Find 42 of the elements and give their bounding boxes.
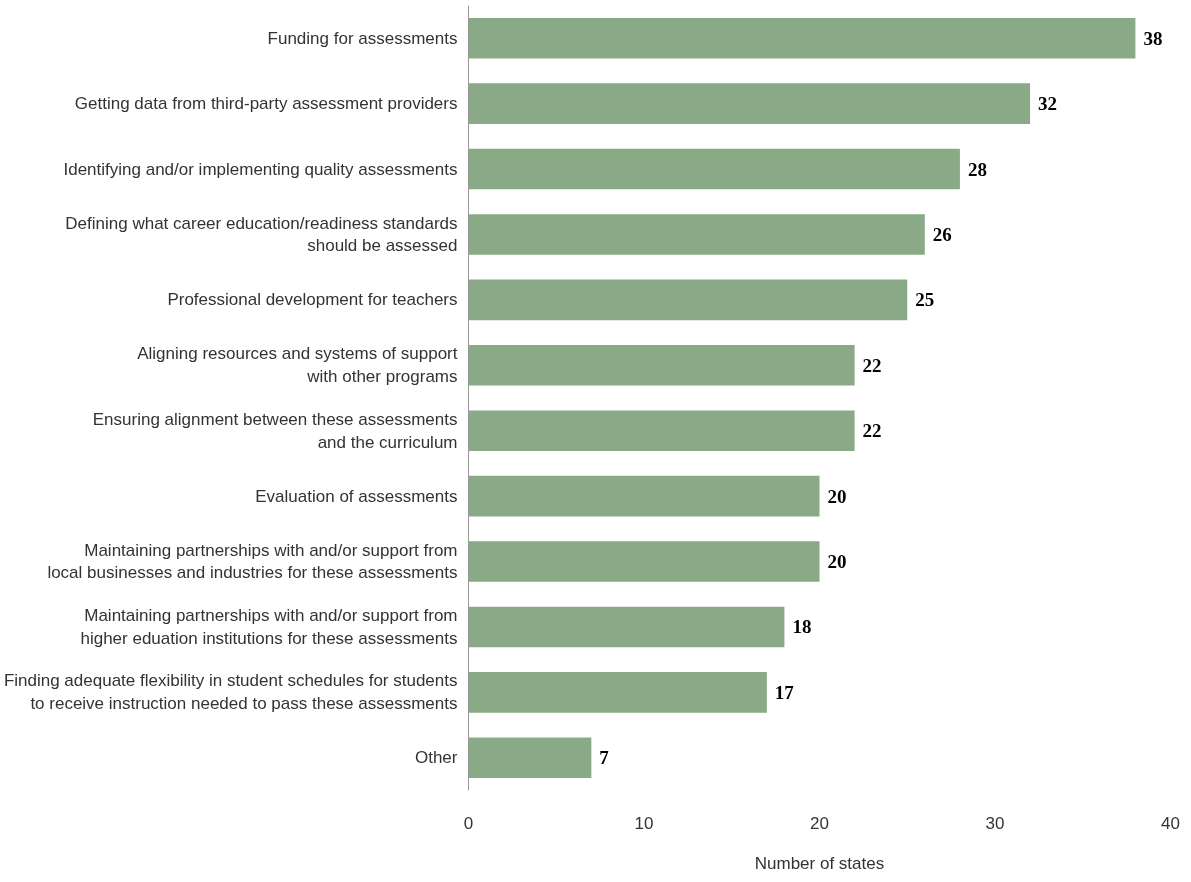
y-tick-label: Finding adequate flexibility in student schedules for students to receive instruction needed to pass these assessments <box>3 671 458 714</box>
x-tick-label: 10 <box>634 813 654 833</box>
bar <box>468 279 908 321</box>
bar <box>468 214 925 255</box>
x-tick-label: 40 <box>1161 813 1180 833</box>
bar <box>468 148 960 190</box>
data-label: 18 <box>792 616 812 638</box>
x-tick-label: 30 <box>985 813 1005 833</box>
data-label: 20 <box>827 551 847 573</box>
y-tick-label: Funding for assessments <box>267 28 458 48</box>
y-tick-label: Identifying and/or implementing quality assessments <box>63 159 458 179</box>
y-tick-label: Other <box>414 748 458 768</box>
y-tick-label: Evaluation of assessments <box>255 486 458 506</box>
y-tick-label: Aligning resources and systems of support with other programs <box>137 344 458 387</box>
data-label: 22 <box>862 354 882 376</box>
bar <box>468 345 855 386</box>
y-tick-label: Maintaining partnerships with and/or support from higher eduation institutions for these assessments <box>80 606 458 648</box>
data-label: 38 <box>1143 27 1163 49</box>
data-label: 20 <box>827 485 847 507</box>
y-tick-label: Maintaining partnerships with and/or support from local businesses and industries for these assessments <box>47 540 458 583</box>
bar <box>468 17 1136 59</box>
bar <box>468 737 592 779</box>
bar <box>468 541 820 582</box>
y-tick-label: Professional development for teachers <box>167 290 458 310</box>
y-tick-label: Getting data from third-party assessment providers <box>74 94 458 114</box>
bar <box>468 606 785 648</box>
data-label: 25 <box>915 289 935 311</box>
bar <box>468 410 855 451</box>
data-label: 26 <box>932 223 952 245</box>
bar <box>468 83 1031 124</box>
bar <box>468 672 767 713</box>
x-tick-label: 0 <box>463 813 474 833</box>
data-label: 32 <box>1038 93 1058 115</box>
x-axis-title: Number of states <box>754 853 885 873</box>
bar <box>468 475 820 517</box>
data-label: 17 <box>774 681 795 703</box>
data-label: 22 <box>862 420 882 442</box>
y-tick-label: Ensuring alignment between these assessments and the curriculum <box>92 409 458 452</box>
data-label: 7 <box>599 747 610 769</box>
data-label: 28 <box>967 158 987 180</box>
x-tick-label: 20 <box>810 813 829 833</box>
y-tick-label: Defining what career education/readiness standards should be assessed <box>65 213 458 256</box>
